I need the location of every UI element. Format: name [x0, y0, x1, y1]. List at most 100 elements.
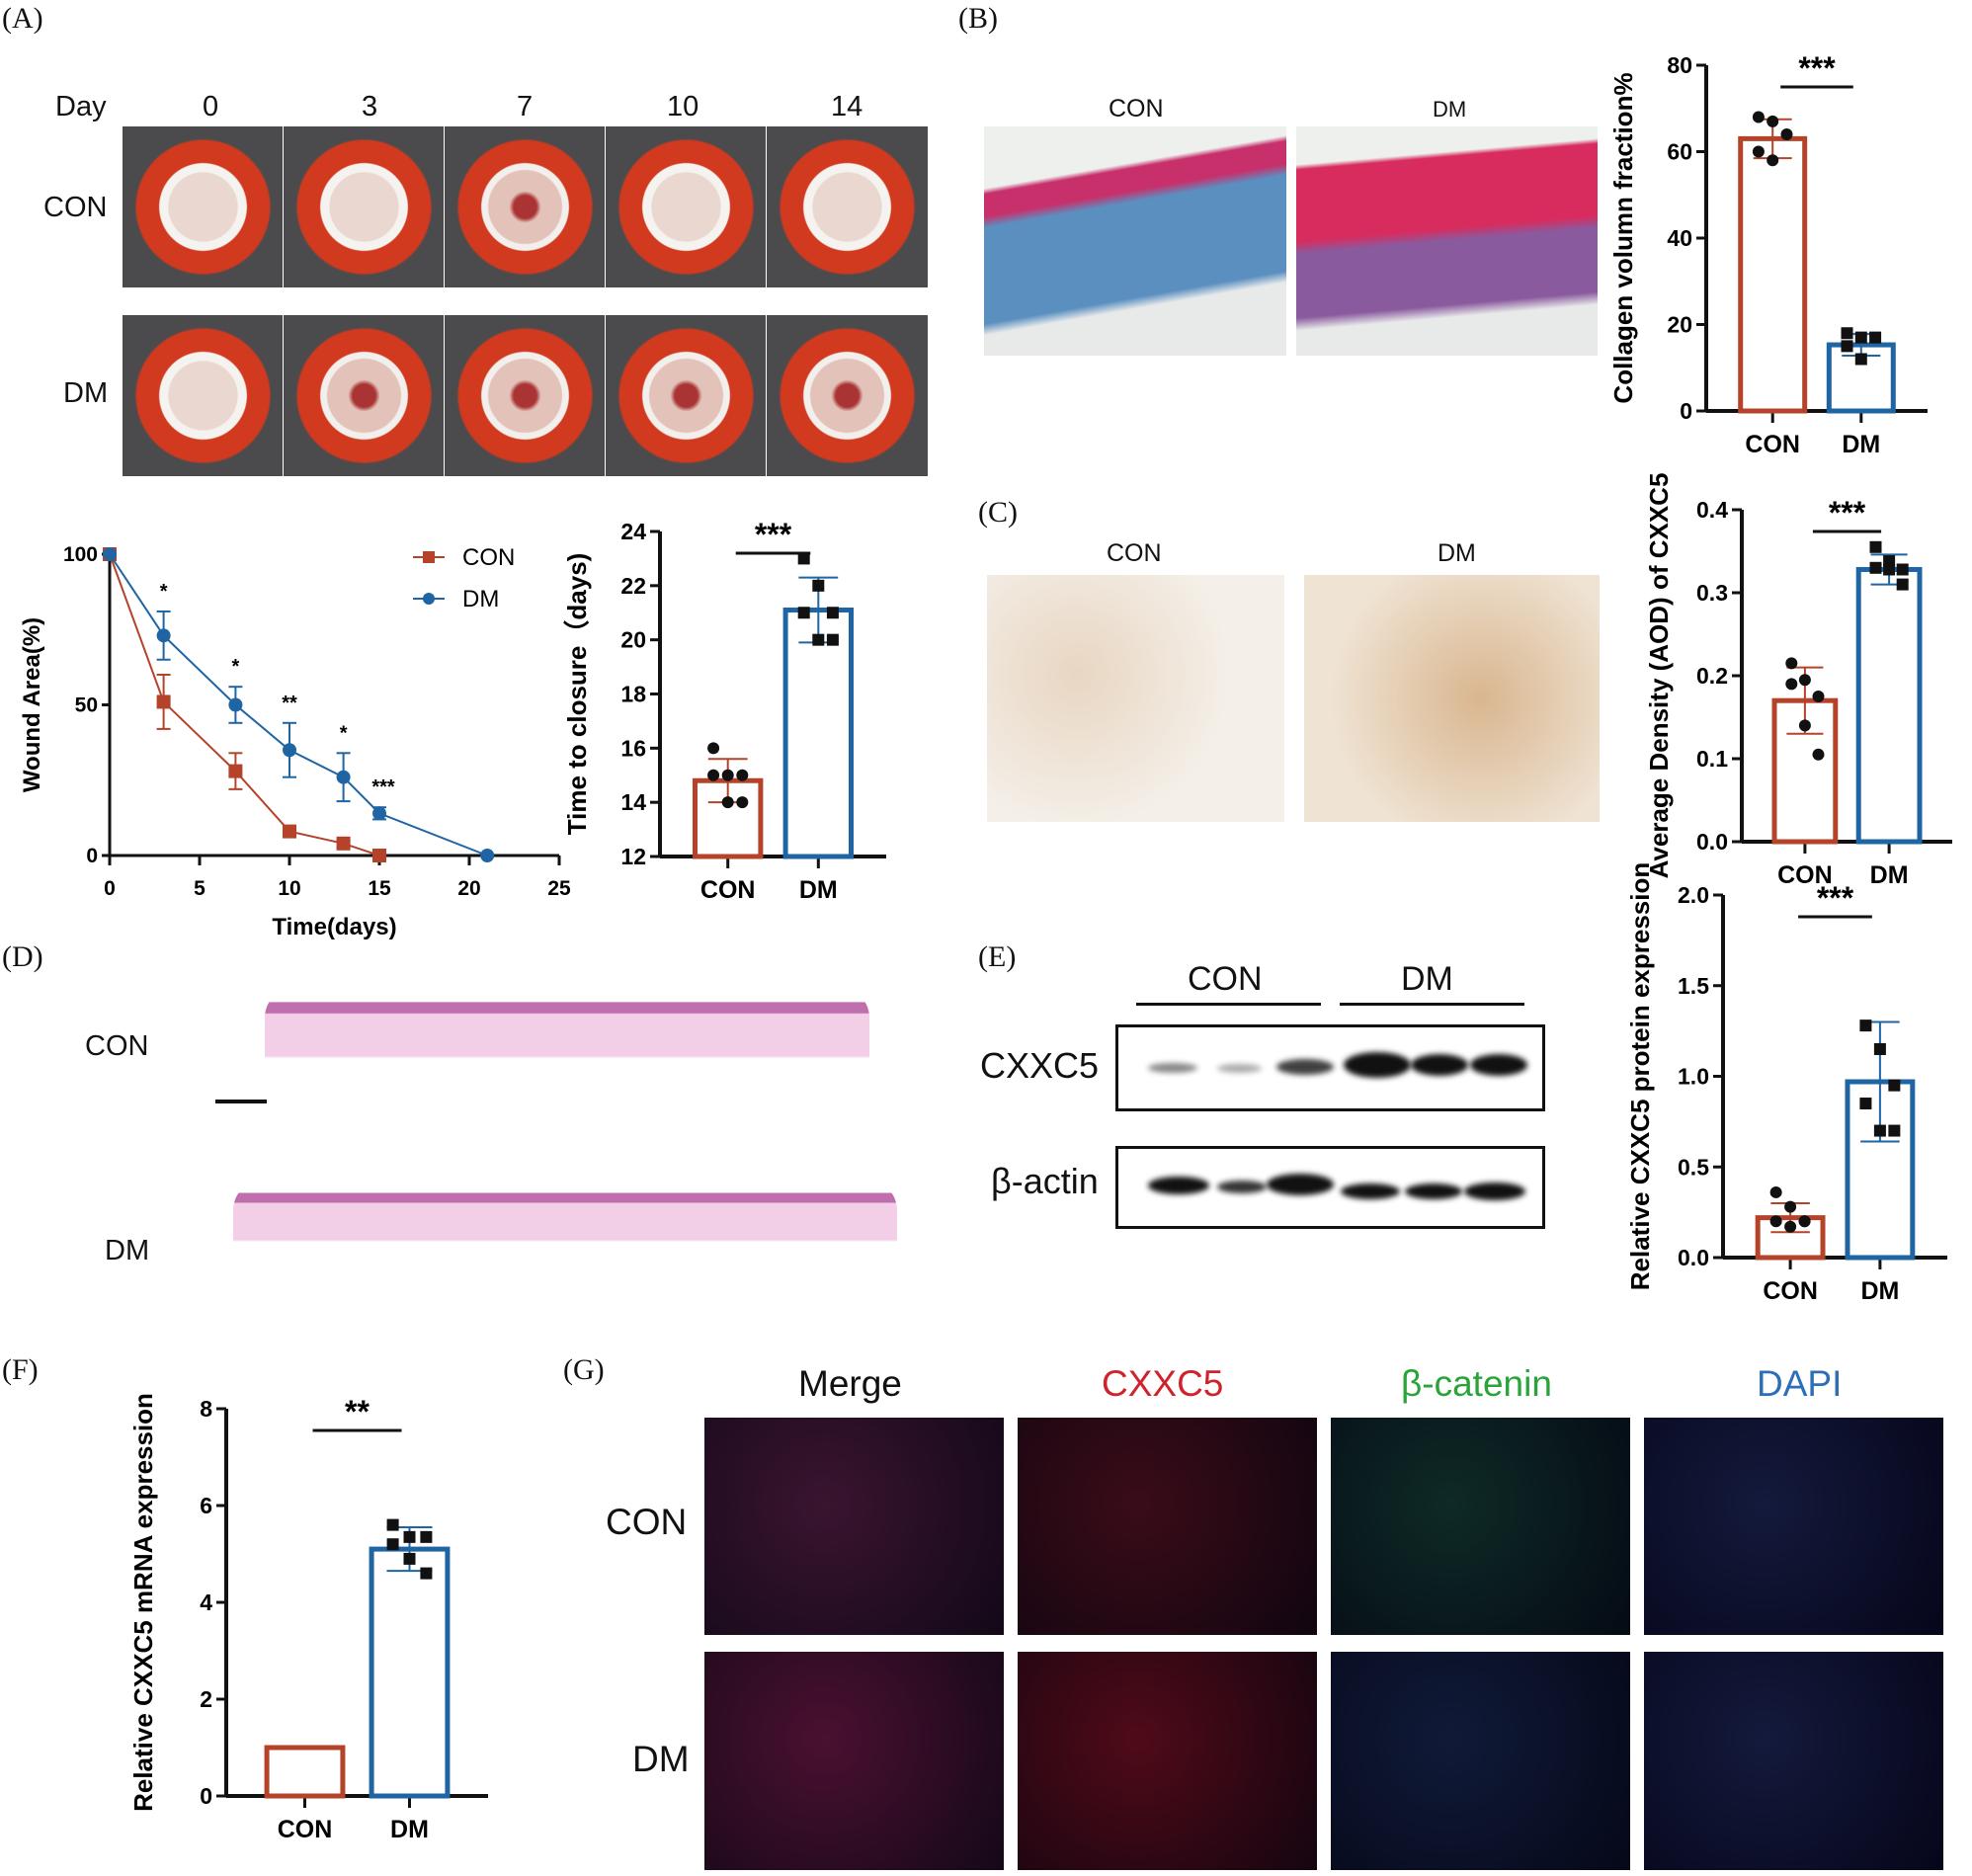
x-tick-label-dm: DM — [390, 1816, 429, 1843]
x-axis-title: Time(days) — [272, 914, 396, 940]
panel-label-e: (E) — [978, 940, 1017, 973]
data-point — [1841, 327, 1853, 340]
y-axis-title: Collagen volumn fraction% — [1608, 72, 1638, 403]
data-point — [336, 836, 351, 851]
blot-actin — [1115, 1146, 1545, 1229]
y-axis-title: Time to closure（days) — [562, 553, 592, 836]
wound-photo-con-d10 — [605, 125, 768, 288]
panel-label-g: (G) — [563, 1353, 605, 1386]
y-tick-label: 50 — [75, 694, 98, 717]
if-dm-merge — [704, 1652, 1004, 1870]
y-tick-label: 0.1 — [1696, 746, 1728, 772]
x-tick-label: 0 — [104, 877, 116, 900]
e-header-con: CON — [1188, 960, 1263, 998]
data-point — [1784, 1200, 1797, 1213]
if-dm-dapi — [1644, 1652, 1943, 1870]
data-point — [1854, 353, 1867, 366]
day-3: 3 — [362, 91, 378, 122]
significance-marker: * — [340, 722, 348, 744]
data-point — [228, 764, 243, 778]
data-point — [1798, 674, 1811, 687]
if-con-dapi — [1644, 1418, 1943, 1635]
scale-bar — [215, 1100, 267, 1103]
significance-marker: *** — [1798, 50, 1836, 86]
wound-photo-dm-d0 — [122, 314, 285, 477]
y-tick-label: 1.0 — [1678, 1064, 1709, 1090]
row-label-dm: DM — [63, 377, 109, 409]
bar-con — [1738, 135, 1808, 414]
data-point — [403, 1552, 416, 1565]
data-point — [1896, 578, 1909, 591]
x-tick-label-con: CON — [1763, 1277, 1818, 1305]
data-point — [420, 1567, 433, 1580]
data-point — [156, 694, 171, 709]
masson-image-con — [984, 126, 1286, 356]
y-axis-title: Relative CXXC5 mRNA expression — [128, 1393, 158, 1812]
wound-photo-dm-d7 — [444, 314, 607, 477]
y-tick-label: 0.2 — [1696, 663, 1728, 689]
data-point — [386, 1518, 399, 1531]
y-tick-label: 4 — [200, 1590, 212, 1615]
data-point — [372, 806, 386, 821]
x-tick-label-con: CON — [1745, 431, 1800, 458]
d-label-con: CON — [85, 1030, 149, 1062]
y-tick-label: 24 — [620, 519, 646, 544]
y-tick-label: 0.5 — [1678, 1154, 1709, 1180]
data-point — [156, 628, 171, 643]
y-tick-label: 0.4 — [1696, 497, 1728, 523]
data-point — [1873, 1042, 1886, 1055]
day-7: 7 — [517, 91, 534, 122]
data-point — [1854, 331, 1867, 344]
blot-label-actin: β-actin — [991, 1161, 1099, 1201]
panel-label-f: (F) — [2, 1353, 39, 1386]
g-row-dm: DM — [632, 1739, 690, 1779]
data-point — [1785, 657, 1798, 670]
data-point — [1798, 1215, 1811, 1228]
x-tick-label: 5 — [194, 877, 205, 900]
data-point — [283, 743, 296, 758]
y-tick-label: 80 — [1667, 52, 1692, 78]
ihc-image-dm — [1304, 575, 1600, 822]
data-point — [1859, 1020, 1872, 1032]
bar-con — [264, 1745, 346, 1799]
y-tick-label: 0.0 — [1678, 1245, 1709, 1270]
b-label-dm: DM — [1433, 97, 1467, 122]
legend-label: DM — [462, 586, 499, 612]
data-point — [372, 849, 386, 862]
y-tick-label: 12 — [620, 844, 646, 869]
blot-label-cxxc5: CXXC5 — [980, 1045, 1100, 1086]
y-tick-label: 8 — [200, 1396, 212, 1422]
y-tick-label: 18 — [620, 682, 646, 707]
x-tick-label: 15 — [368, 877, 391, 900]
data-point — [480, 849, 495, 862]
data-point — [1869, 331, 1882, 344]
data-point — [736, 769, 749, 781]
legend-marker — [423, 551, 435, 563]
data-point — [283, 824, 296, 839]
y-tick-label: 6 — [200, 1493, 212, 1518]
data-point — [826, 633, 839, 646]
y-tick-label: 0 — [86, 845, 98, 867]
significance-marker: *** — [1817, 880, 1854, 916]
masson-image-dm — [1296, 126, 1598, 356]
x-tick-label: 20 — [457, 877, 480, 900]
row-label-con: CON — [43, 192, 108, 223]
bar-dm — [1855, 566, 1923, 845]
y-tick-label: 22 — [620, 573, 646, 599]
panel-label-c: (C) — [978, 496, 1018, 529]
y-tick-label: 100 — [63, 543, 98, 566]
data-point — [1859, 1098, 1872, 1110]
data-point — [1896, 563, 1909, 576]
d-label-dm: DM — [105, 1235, 150, 1266]
significance-marker: *** — [371, 776, 395, 798]
x-tick-label: 10 — [278, 877, 300, 900]
significance-marker: ** — [282, 693, 297, 714]
panel-label-a: (A) — [2, 2, 43, 35]
y-tick-label: 1.5 — [1678, 973, 1709, 999]
y-axis-title: Wound Area(%) — [19, 617, 45, 792]
x-tick-label-con: CON — [700, 876, 756, 904]
data-point — [736, 796, 749, 809]
g-col-cxxc5: CXXC5 — [1102, 1363, 1224, 1404]
